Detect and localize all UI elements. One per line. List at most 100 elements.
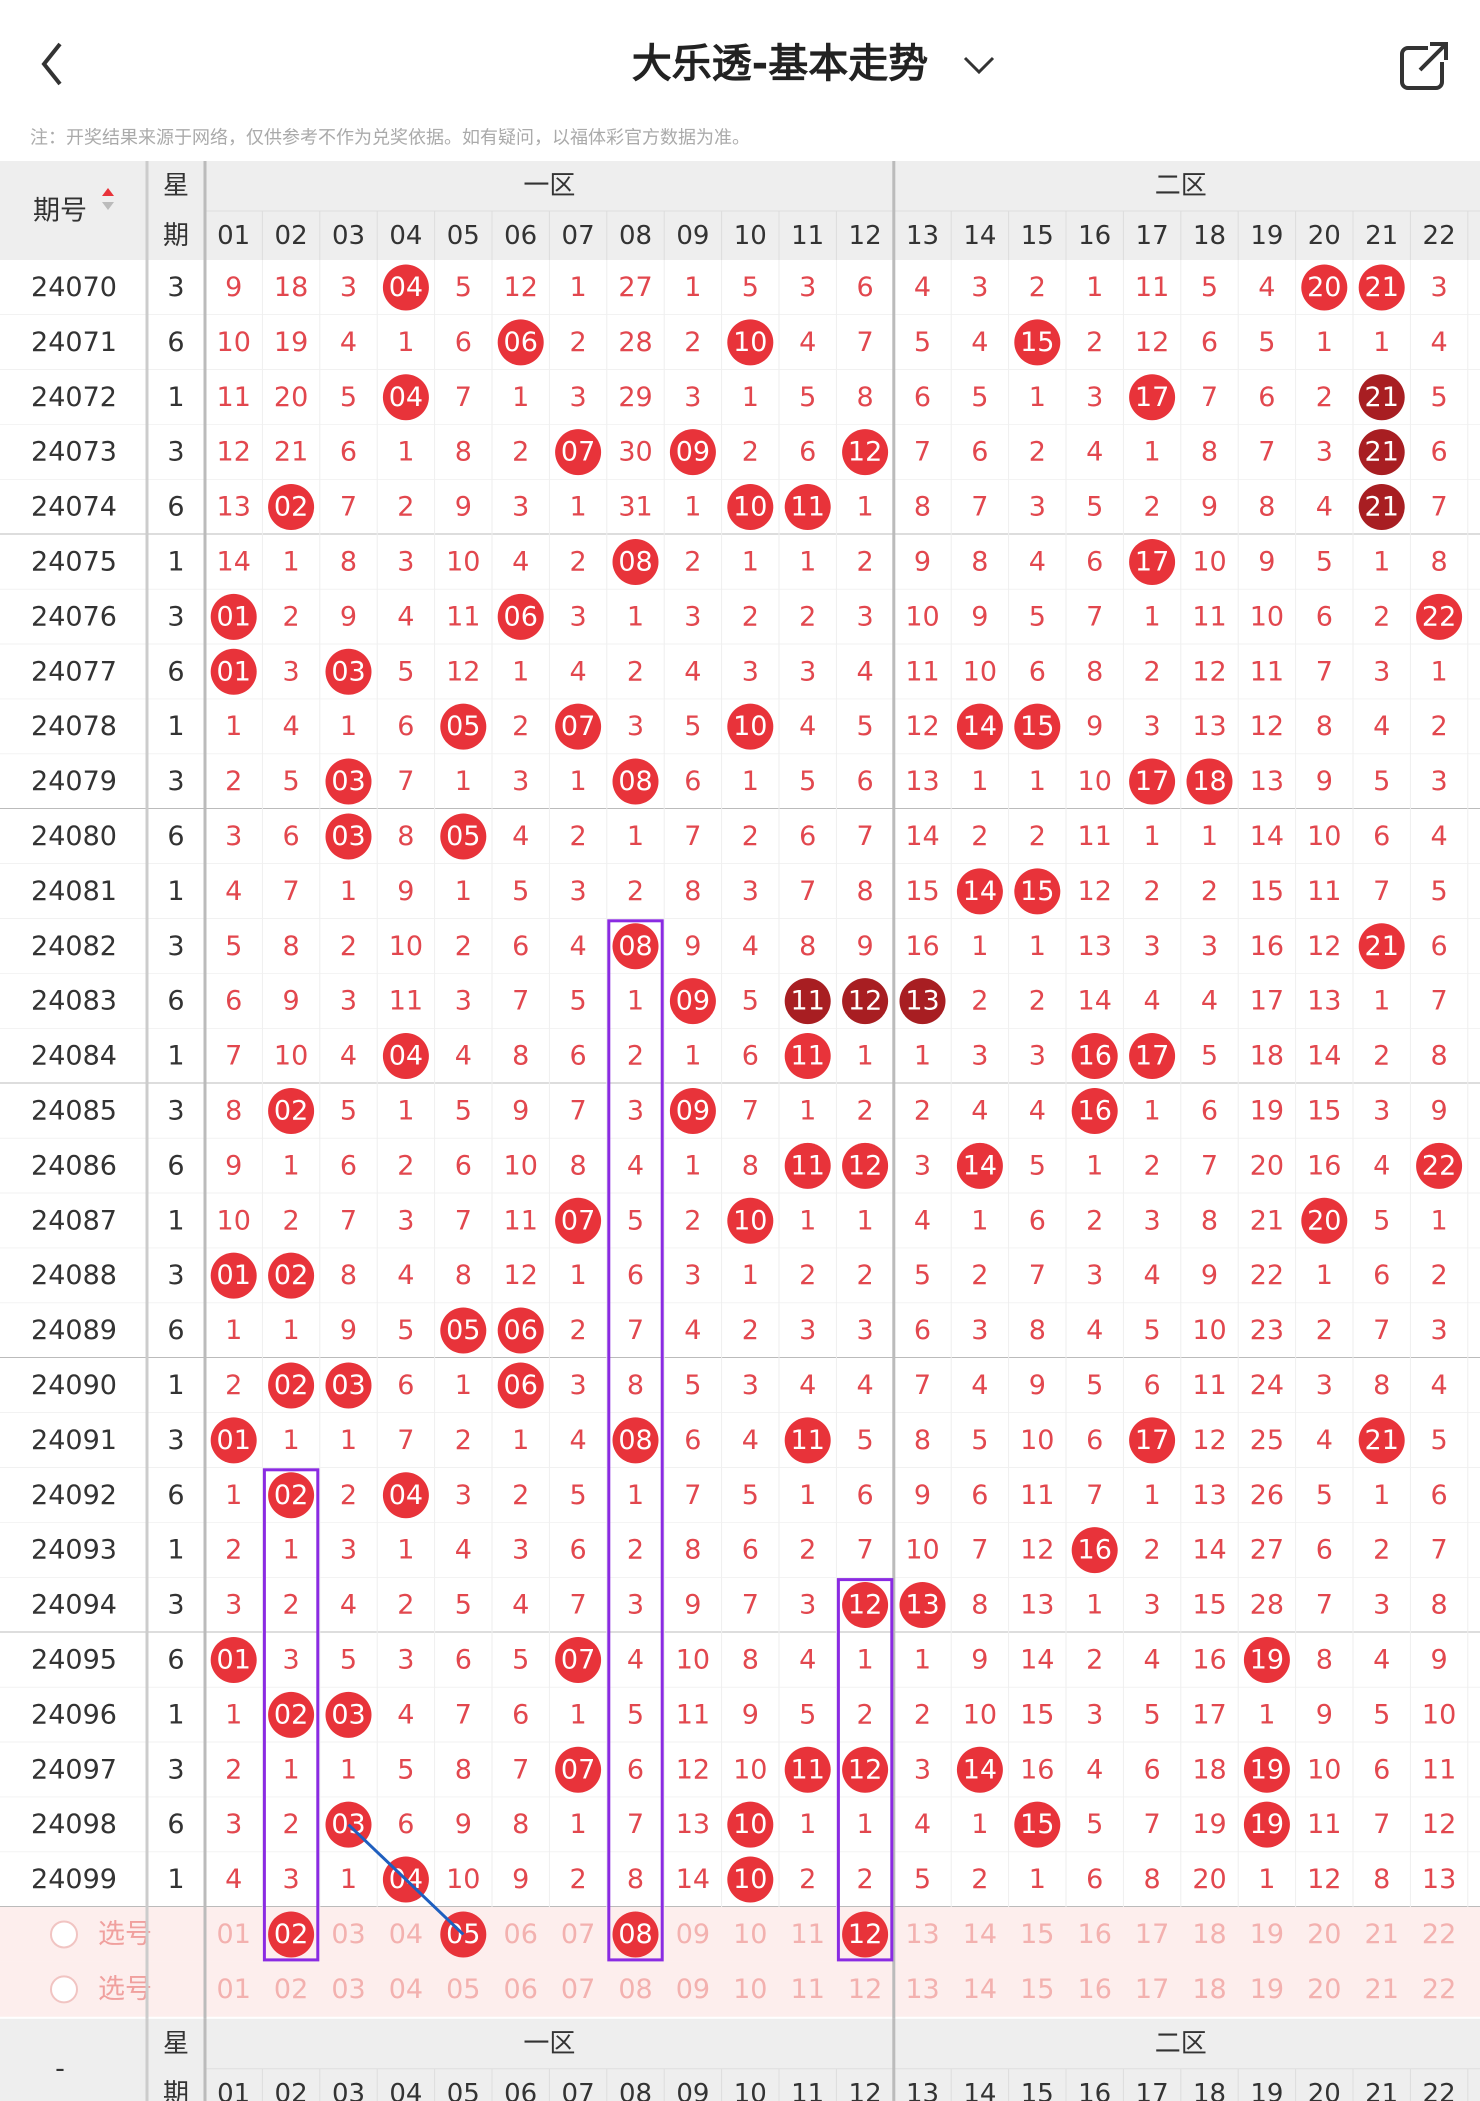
issue-number: 24073: [31, 437, 117, 468]
select-number[interactable]: 11: [791, 1974, 825, 2005]
select-number[interactable]: 06: [504, 1974, 538, 2005]
select-number[interactable]: 08: [618, 1974, 652, 2005]
miss-count: 10: [1020, 1425, 1054, 1456]
select-number[interactable]: 04: [389, 1919, 423, 1950]
miss-count: 3: [455, 1480, 472, 1511]
hit-number: 15: [1020, 327, 1054, 358]
miss-count: 20: [274, 382, 308, 413]
hit-ball: [956, 868, 1003, 915]
select-number[interactable]: 22: [1422, 1919, 1456, 1950]
select-number[interactable]: 03: [331, 1974, 365, 2005]
select-number[interactable]: 14: [963, 1974, 997, 2005]
select-number[interactable]: 19: [1250, 1974, 1284, 2005]
select-number[interactable]: 01: [217, 1974, 251, 2005]
hit-number: 13: [905, 986, 939, 1017]
miss-count: 2: [742, 437, 759, 468]
miss-count: 7: [1316, 656, 1333, 687]
miss-count: 1: [340, 1754, 357, 1785]
miss-count: 4: [1431, 821, 1448, 852]
select-number[interactable]: 04: [389, 1974, 423, 2005]
select-number[interactable]: 10: [733, 1919, 767, 1950]
issue-header: -: [55, 2053, 65, 2084]
select-radio[interactable]: [50, 1975, 78, 2004]
select-number[interactable]: 08: [618, 1919, 652, 1950]
select-number[interactable]: 17: [1135, 1974, 1169, 2005]
miss-count: 2: [570, 546, 587, 577]
select-number[interactable]: 21: [1365, 1919, 1399, 1950]
select-number[interactable]: 09: [676, 1974, 710, 2005]
select-number[interactable]: 16: [1078, 1974, 1112, 2005]
miss-count: 2: [799, 1864, 816, 1895]
miss-count: 5: [455, 1590, 472, 1621]
miss-count: 3: [799, 1315, 816, 1346]
miss-count: 8: [1144, 1864, 1161, 1895]
dropdown-icon[interactable]: [963, 56, 995, 75]
miss-count: 3: [512, 492, 529, 523]
number-header: 18: [1193, 221, 1226, 251]
miss-count: 1: [742, 546, 759, 577]
page-title[interactable]: 大乐透-基本走势: [632, 41, 929, 87]
select-number[interactable]: 02: [274, 1919, 308, 1950]
miss-count: 5: [455, 1095, 472, 1126]
miss-count: 8: [340, 546, 357, 577]
select-number[interactable]: 07: [561, 1974, 595, 2005]
miss-count: 6: [627, 1260, 644, 1291]
issue-number: 24099: [31, 1864, 117, 1895]
miss-count: 1: [857, 1041, 874, 1072]
select-number[interactable]: 06: [504, 1919, 538, 1950]
miss-count: 5: [1258, 327, 1275, 358]
select-number[interactable]: 21: [1365, 1974, 1399, 2005]
select-number[interactable]: 11: [791, 1919, 825, 1950]
select-number[interactable]: 12: [848, 1919, 882, 1950]
select-number[interactable]: 13: [905, 1974, 939, 2005]
select-number[interactable]: 18: [1192, 1919, 1226, 1950]
select-number[interactable]: 03: [331, 1919, 365, 1950]
miss-count: 1: [684, 272, 701, 303]
select-number[interactable]: 20: [1307, 1974, 1341, 2005]
select-number[interactable]: 12: [848, 1974, 882, 2005]
select-number[interactable]: 05: [446, 1974, 480, 2005]
select-number[interactable]: 15: [1020, 1974, 1054, 2005]
select-number[interactable]: 20: [1307, 1919, 1341, 1950]
miss-count: 2: [1029, 437, 1046, 468]
select-number[interactable]: 01: [217, 1919, 251, 1950]
select-number[interactable]: 22: [1422, 1974, 1456, 2005]
miss-count: 3: [225, 821, 242, 852]
miss-count: 1: [1144, 821, 1161, 852]
select-number[interactable]: 17: [1135, 1919, 1169, 1950]
number-header: 22: [1423, 2079, 1456, 2101]
miss-count: 8: [1431, 546, 1448, 577]
select-radio[interactable]: [50, 1920, 78, 1949]
select-number[interactable]: 07: [561, 1919, 595, 1950]
miss-count: 2: [570, 1864, 587, 1895]
miss-count: 13: [905, 766, 939, 797]
miss-count: 1: [225, 711, 242, 742]
select-number[interactable]: 02: [274, 1974, 308, 2005]
miss-count: 4: [340, 1041, 357, 1072]
hit-ball: [268, 484, 315, 531]
select-number[interactable]: 10: [733, 1974, 767, 2005]
back-button[interactable]: [41, 42, 62, 86]
share-button[interactable]: [1400, 42, 1448, 90]
hit-ball: [1071, 1527, 1118, 1574]
miss-count: 9: [455, 1809, 472, 1840]
miss-count: 13: [1250, 766, 1284, 797]
miss-count: 11: [1192, 601, 1226, 632]
select-number[interactable]: 16: [1078, 1919, 1112, 1950]
row-bg: [0, 1138, 1480, 1194]
select-number[interactable]: 18: [1192, 1974, 1226, 2005]
issue-number: 24093: [31, 1535, 117, 1566]
select-number[interactable]: 14: [963, 1919, 997, 1950]
miss-count: 6: [1029, 1205, 1046, 1236]
miss-count: 7: [1431, 492, 1448, 523]
number-header: 02: [275, 221, 308, 251]
miss-count: 1: [455, 876, 472, 907]
select-number[interactable]: 13: [905, 1919, 939, 1950]
miss-count: 3: [1431, 766, 1448, 797]
hit-ball: [268, 1252, 315, 1299]
select-number[interactable]: 09: [676, 1919, 710, 1950]
hit-number: 03: [331, 1699, 365, 1730]
select-number[interactable]: 15: [1020, 1919, 1054, 1950]
select-number[interactable]: 19: [1250, 1919, 1284, 1950]
miss-count: 8: [512, 1041, 529, 1072]
